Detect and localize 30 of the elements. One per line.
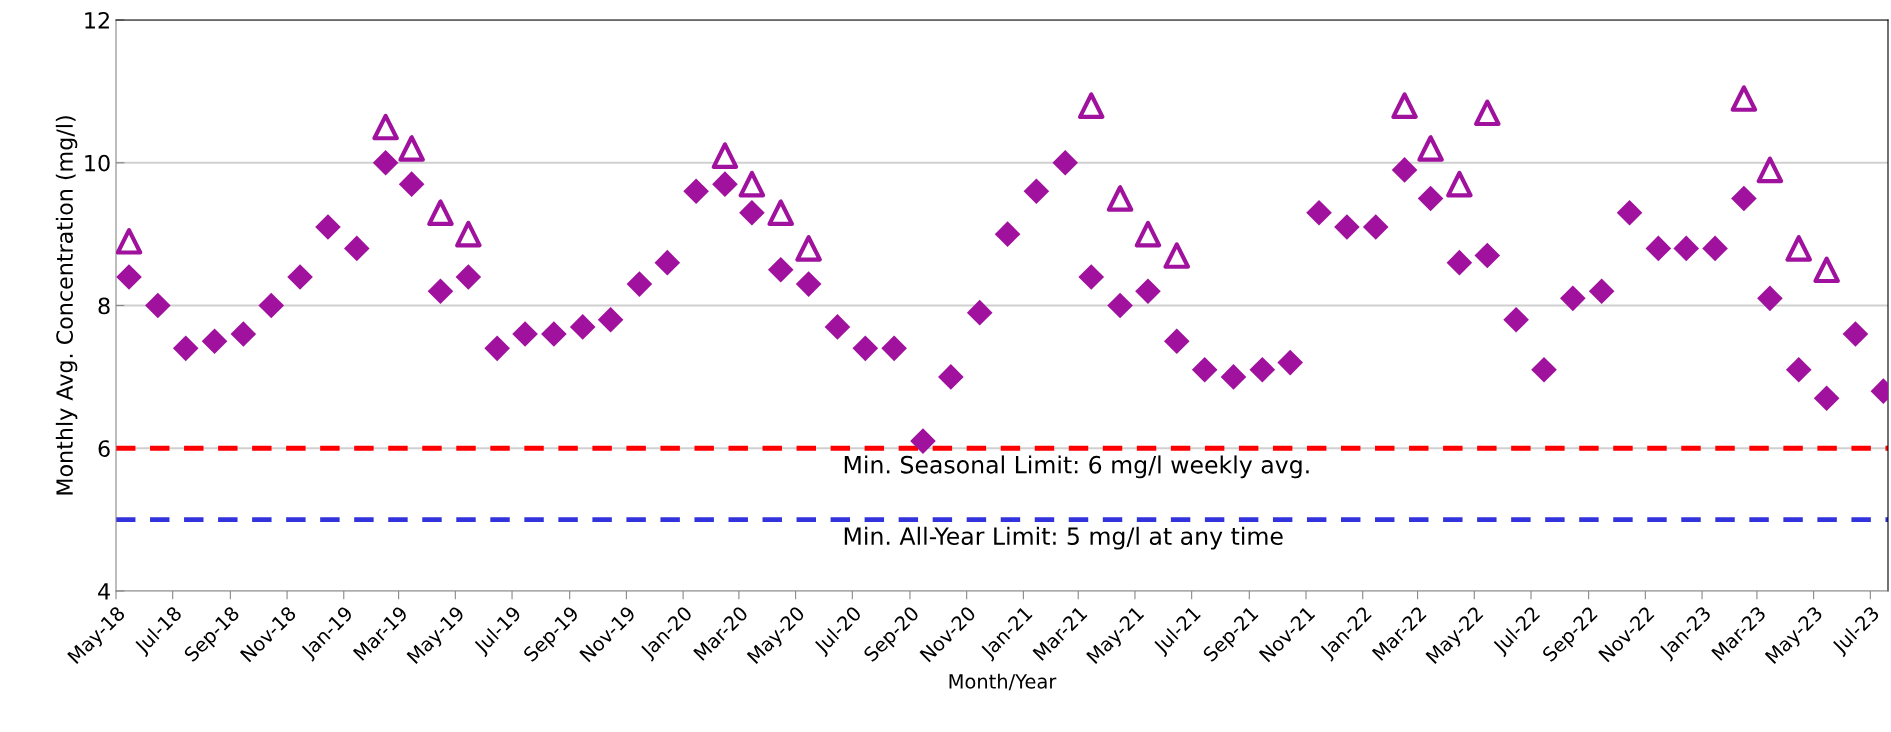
- point: [455, 220, 482, 248]
- point: [1813, 256, 1840, 284]
- point: [1730, 85, 1758, 112]
- ref-line-label: Min. All-Year Limit: 5 mg/l at any time: [844, 526, 1283, 550]
- point: [767, 199, 795, 226]
- point: [427, 199, 454, 226]
- point: [1756, 156, 1784, 184]
- point: [1785, 235, 1813, 262]
- point: [711, 142, 739, 169]
- point: [1106, 185, 1134, 212]
- x-axis-title: Month/Year: [949, 673, 1057, 691]
- y-tick-label: 6: [98, 440, 110, 458]
- point: [372, 113, 399, 141]
- y-tick-label: 12: [85, 11, 109, 29]
- point: [1077, 92, 1105, 119]
- y-tick-label: 4: [98, 583, 110, 600]
- point: [795, 235, 822, 262]
- point: [1134, 220, 1162, 248]
- y-tick-label: 8: [98, 297, 110, 315]
- point: [1446, 170, 1473, 198]
- point: [1474, 99, 1501, 127]
- point: [1391, 92, 1418, 119]
- y-tick-label: 10: [85, 154, 110, 172]
- y-axis-title: Monthly Avg. Concentration (mg/l): [55, 116, 78, 495]
- point: [116, 227, 143, 255]
- point: [1417, 135, 1444, 162]
- ref-line-label: Min. Seasonal Limit: 6 mg/l weekly avg.: [844, 455, 1309, 479]
- point: [738, 170, 766, 198]
- point: [1163, 242, 1191, 269]
- point: [398, 135, 425, 162]
